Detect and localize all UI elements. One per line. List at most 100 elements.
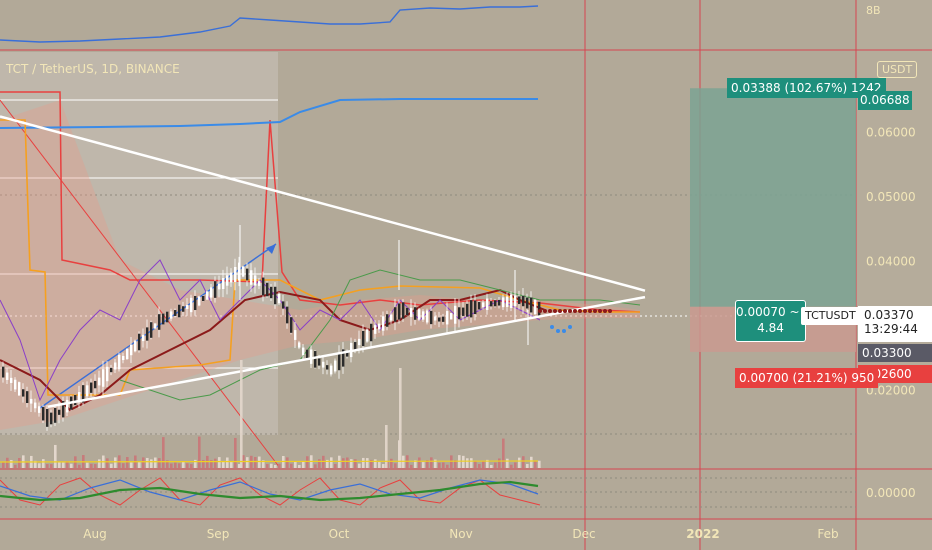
candle-body — [218, 283, 221, 290]
candle-body — [286, 306, 289, 324]
candle-body — [486, 298, 489, 310]
candle-body — [146, 327, 149, 341]
candle-body — [150, 322, 153, 338]
volume-bar — [278, 463, 281, 468]
volume-bar — [166, 460, 169, 468]
volume-bar — [226, 457, 229, 468]
candle-body — [102, 369, 105, 387]
candle-body — [26, 391, 29, 404]
candle-body — [454, 305, 457, 324]
candle-body — [154, 323, 157, 329]
target-price-badge: 0.06688 — [858, 91, 912, 110]
currency-button[interactable]: USDT — [877, 61, 918, 78]
candle-body — [126, 348, 129, 360]
candle-body — [374, 325, 377, 334]
candle-body — [94, 380, 97, 389]
candle-body — [314, 351, 317, 368]
candle-body — [342, 349, 345, 367]
volume-bar — [334, 464, 337, 468]
volume-bar — [138, 461, 141, 468]
volume-bar — [418, 457, 421, 468]
candle-body — [18, 382, 21, 396]
candle-body — [434, 316, 437, 321]
volume-bar — [38, 463, 41, 468]
volume-bar — [414, 460, 417, 468]
candle-body — [114, 362, 117, 370]
volume-bar — [426, 460, 429, 468]
volume-bar — [526, 463, 529, 468]
candle-body — [526, 297, 529, 309]
volume-bar — [14, 464, 17, 468]
candle-body — [306, 349, 309, 359]
symbol-title: TCT / TetherUS, 1D, BINANCE — [6, 62, 180, 76]
candle-body — [270, 286, 273, 299]
volume-bar — [58, 462, 61, 468]
projection-dot — [588, 309, 592, 313]
x-tick-label: Dec — [572, 527, 595, 541]
volume-bar — [194, 459, 197, 468]
candle-body — [518, 296, 521, 305]
volume-bar — [178, 463, 181, 468]
volume-bar — [482, 461, 485, 468]
candle-body — [346, 351, 349, 357]
center-line-2: 4.84 — [757, 321, 784, 335]
candle-body — [382, 316, 385, 331]
volume-bar — [54, 444, 57, 468]
candle-body — [458, 307, 461, 320]
orange-line — [0, 119, 640, 396]
volume-bar — [110, 463, 113, 468]
candle-body — [46, 409, 49, 427]
volume-bar — [294, 461, 297, 468]
volume-bar — [258, 456, 261, 468]
volume-bar — [62, 462, 65, 468]
volume-bar — [266, 464, 269, 468]
volume-bar — [26, 462, 29, 468]
candle-body — [98, 377, 101, 386]
blue-arrowhead — [266, 244, 276, 254]
candle-body — [134, 340, 137, 352]
volume-bar — [374, 459, 377, 468]
candle-body — [474, 300, 477, 315]
candle-body — [206, 291, 209, 300]
position-center-box[interactable]: 0.00070 ~ 3 4.84 — [735, 300, 806, 342]
volume-bar — [506, 458, 509, 468]
candle-body — [298, 342, 301, 348]
volume-bar — [502, 438, 505, 468]
candle-body — [86, 385, 89, 397]
blue-dot — [568, 325, 572, 329]
highlight-region — [0, 52, 278, 435]
candle-body — [258, 281, 261, 286]
volume-bar — [518, 457, 521, 468]
volume-bar — [98, 459, 101, 468]
volume-bar — [430, 457, 433, 468]
candle-body — [422, 311, 425, 320]
candle-body — [278, 293, 281, 304]
candle-body — [82, 385, 85, 403]
volume-bar — [174, 462, 177, 468]
volume-bar — [410, 464, 413, 468]
y-tick-label: 0.02000 — [866, 384, 916, 398]
candle-body — [162, 313, 165, 325]
volume-bar — [10, 460, 13, 468]
y-tick-label: 0.06000 — [866, 126, 916, 140]
volume-bar — [346, 457, 349, 468]
candle-body — [406, 307, 409, 316]
candle-body — [142, 334, 145, 342]
candle-body — [482, 302, 485, 308]
countdown: 13:29:44 — [864, 322, 918, 336]
x-tick-label: Nov — [449, 527, 472, 541]
projection-dot — [583, 309, 587, 313]
candle-body — [498, 299, 501, 306]
volume-bar — [462, 455, 465, 468]
projection-dot — [548, 309, 552, 313]
profit-zone[interactable] — [690, 88, 856, 307]
candle-body — [310, 349, 313, 364]
volume-bar — [394, 463, 397, 468]
volume-bar — [42, 459, 45, 468]
candle-body — [254, 275, 257, 286]
candle-body — [66, 399, 69, 413]
projection-dot — [568, 309, 572, 313]
candle-body — [90, 382, 93, 393]
current-price-badge: 0.03370 13:29:44 — [858, 306, 932, 342]
volume-bar — [442, 462, 445, 468]
